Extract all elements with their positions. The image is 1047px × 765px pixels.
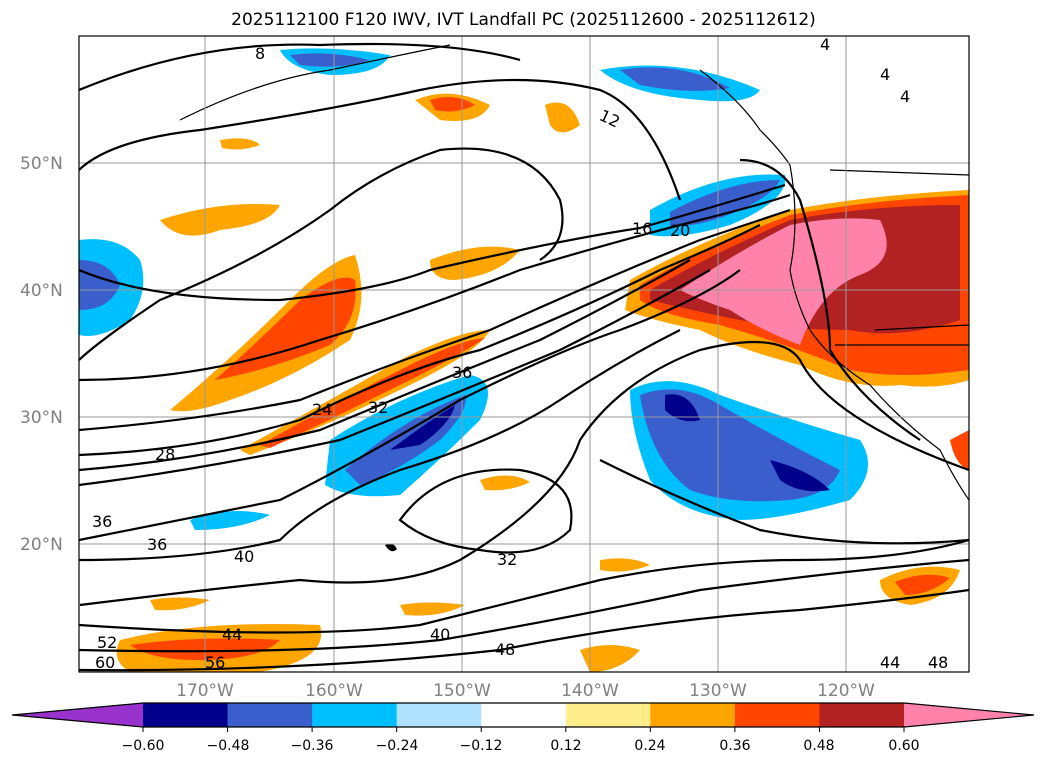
svg-text:32: 32 xyxy=(368,398,388,417)
colorbar-segment xyxy=(227,703,313,727)
svg-text:24: 24 xyxy=(312,400,332,419)
longitude-labels: 170°W 160°W 150°W 140°W 130°W 120°W xyxy=(176,681,875,701)
svg-text:56: 56 xyxy=(205,653,225,672)
colorbar-segment xyxy=(312,703,398,727)
map-frame xyxy=(78,35,970,673)
svg-text:44: 44 xyxy=(880,653,900,672)
svg-text:170°W: 170°W xyxy=(176,681,234,701)
svg-text:20: 20 xyxy=(670,221,690,240)
svg-text:50°N: 50°N xyxy=(20,154,63,174)
contour-labels: 8 12 16 20 24 28 32 36 36 36 40 40 44 48… xyxy=(92,35,948,672)
svg-text:20°N: 20°N xyxy=(20,535,63,555)
colorbar-segment xyxy=(819,703,905,727)
svg-text:36: 36 xyxy=(147,535,167,554)
latitude-labels: 50°N 40°N 30°N 20°N xyxy=(20,154,63,555)
svg-text:140°W: 140°W xyxy=(561,681,619,701)
svg-text:160°W: 160°W xyxy=(305,681,363,701)
svg-text:28: 28 xyxy=(155,445,175,464)
coastlines xyxy=(179,44,969,552)
colorbar-extend-high xyxy=(904,703,1034,727)
svg-text:4: 4 xyxy=(820,35,830,54)
svg-text:40: 40 xyxy=(234,547,254,566)
svg-text:32: 32 xyxy=(497,550,517,569)
colorbar xyxy=(11,702,1035,732)
colorbar-segment xyxy=(481,703,567,727)
svg-text:40: 40 xyxy=(430,625,450,644)
colorbar-tick-labels: −0.60 −0.48 −0.36 −0.24 −0.12 0.12 0.24 … xyxy=(122,738,920,754)
svg-text:0.36: 0.36 xyxy=(719,738,750,754)
svg-text:4: 4 xyxy=(880,65,890,84)
colorbar-segment xyxy=(565,703,651,727)
svg-text:−0.48: −0.48 xyxy=(207,738,250,754)
graticule xyxy=(79,36,969,672)
svg-text:0.48: 0.48 xyxy=(803,738,834,754)
svg-text:120°W: 120°W xyxy=(817,681,875,701)
iwv-contours xyxy=(79,42,969,672)
svg-text:4: 4 xyxy=(900,87,910,106)
svg-text:8: 8 xyxy=(255,44,265,63)
svg-text:−0.12: −0.12 xyxy=(460,738,503,754)
svg-text:130°W: 130°W xyxy=(689,681,747,701)
svg-text:0.60: 0.60 xyxy=(888,738,919,754)
svg-text:16: 16 xyxy=(632,219,652,238)
svg-text:−0.60: −0.60 xyxy=(122,738,165,754)
plot-title: 2025112100 F120 IWV, IVT Landfall PC (20… xyxy=(231,10,816,30)
svg-text:48: 48 xyxy=(928,653,948,672)
svg-text:30°N: 30°N xyxy=(20,408,63,428)
colorbar-segment xyxy=(734,703,820,727)
map-panel: 8 12 16 20 24 28 32 36 36 36 40 40 44 48… xyxy=(79,35,969,672)
colorbar-extend-low xyxy=(12,703,143,727)
svg-text:60: 60 xyxy=(95,653,115,672)
svg-text:36: 36 xyxy=(92,512,112,531)
svg-text:0.12: 0.12 xyxy=(550,738,581,754)
svg-text:−0.24: −0.24 xyxy=(376,738,419,754)
svg-text:36: 36 xyxy=(452,363,472,382)
svg-text:−0.36: −0.36 xyxy=(291,738,334,754)
svg-text:40°N: 40°N xyxy=(20,281,63,301)
colorbar-segment xyxy=(143,703,229,727)
svg-text:0.24: 0.24 xyxy=(634,738,665,754)
svg-text:52: 52 xyxy=(97,633,117,652)
colorbar-segment xyxy=(396,703,482,727)
colorbar-segment xyxy=(650,703,736,727)
svg-text:150°W: 150°W xyxy=(433,681,491,701)
svg-text:48: 48 xyxy=(495,640,515,659)
svg-text:44: 44 xyxy=(222,625,242,644)
negative-anomaly-shading xyxy=(79,48,868,530)
